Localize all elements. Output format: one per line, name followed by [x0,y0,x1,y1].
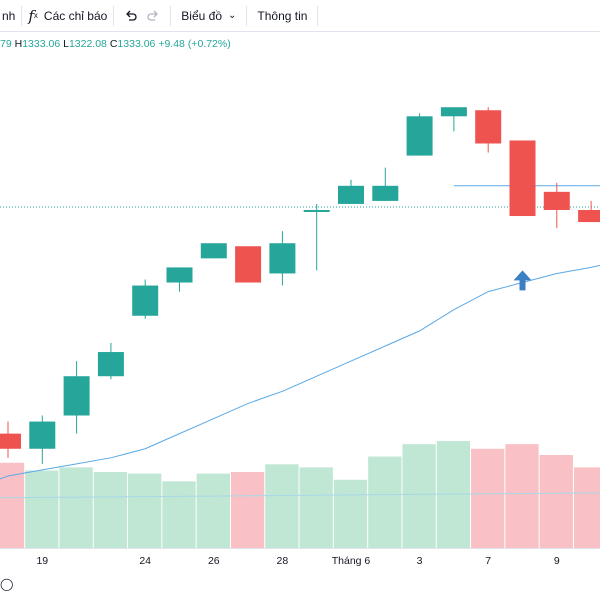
timeframe-button[interactable]: nh [0,0,15,31]
x-axis-tick-label: 28 [276,555,289,567]
moving-average-line [0,264,600,480]
volume-bar [162,481,196,548]
info-button[interactable]: Thông tin [253,0,311,31]
x-axis-tick-label: 3 [416,555,423,567]
candle-body [132,285,159,316]
settings-icon[interactable]: ◯ [0,577,14,591]
volume-bar [59,467,93,548]
candle-body [509,140,536,217]
high-label: H [14,38,23,50]
indicators-label: Các chỉ báo [43,8,108,23]
candle-body [97,352,124,377]
chart-type-button[interactable]: Biểu đồ ⌄ [177,0,240,31]
close-label: C [109,38,118,50]
x-axis-tick-label: 26 [207,555,220,567]
volume-bar [471,448,505,548]
toolbar-divider [170,5,172,26]
volume-bar [128,473,162,548]
candle-body [406,116,433,156]
open-value: 79 [0,38,12,50]
fx-icon: f [28,6,34,25]
candle-body [235,246,262,283]
x-axis-line [0,548,600,549]
timeframe-label: nh [2,8,16,23]
volume-bar [230,472,265,548]
volume-bar [196,473,230,548]
ohlc-legend: 79 H1333.06 L1322.08 C1333.06 +9.48 (+0.… [0,38,231,50]
volume-bar [573,467,600,548]
change-value: +9.48 [158,38,185,50]
volume-bar [93,472,128,548]
candle-body [440,107,467,117]
chevron-down-icon: ⌄ [228,10,237,21]
info-label: Thông tin [257,8,308,23]
x-axis-tick-label: 7 [485,555,492,567]
x-axis-tick-label: 24 [139,555,152,567]
volume-bar [299,467,333,548]
candle-body [0,433,21,449]
candle-body [578,209,600,223]
redo-button[interactable] [142,0,164,31]
x-axis-tick-label: 19 [36,555,49,567]
candle-body [200,243,227,259]
toolbar-divider [246,5,248,26]
high-value: 1333.06 [22,38,61,50]
toolbar-divider [317,5,319,26]
x-axis-tick-label: 9 [553,555,560,567]
toolbar-divider [113,5,115,26]
volume-bar [505,444,539,548]
low-label: L [63,38,69,50]
redo-icon [147,10,159,21]
candle-body [475,110,502,144]
price-chart[interactable] [0,32,600,548]
volume-bar [265,464,299,548]
candle-body [29,421,56,449]
chart-type-label: Biểu đồ [181,8,222,23]
candle-body [269,243,296,274]
volume-bar [333,479,368,548]
undo-button[interactable] [120,0,142,31]
close-value: 1333.06 [117,38,156,50]
undo-icon [126,10,137,21]
volume-bar [539,455,573,548]
volume-bar [402,444,436,548]
arrow-up-icon [513,270,532,291]
candle-body [303,209,330,212]
candle-body [372,185,399,201]
candle-body [338,185,364,204]
candle-body [63,376,90,416]
candle-body [543,191,570,210]
low-value: 1322.08 [68,38,107,50]
volume-average-line [0,492,600,499]
candle-body [166,267,193,283]
volume-bar [368,456,402,548]
x-axis-tick-label: Tháng 6 [331,555,371,567]
fx-sub-icon: x [33,11,38,20]
change-percent: (+0.72%) [187,38,231,50]
toolbar-divider [21,5,23,26]
volume-bar [25,470,59,548]
